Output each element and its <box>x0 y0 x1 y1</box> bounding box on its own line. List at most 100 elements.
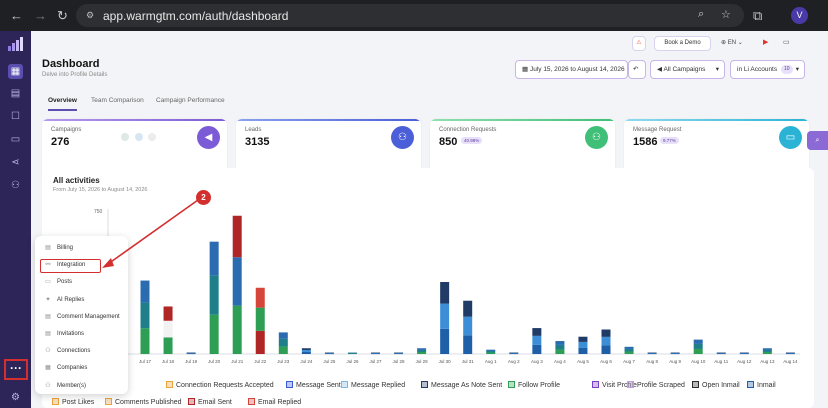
menu-item-member-s[interactable]: ⚇ Member(s) <box>35 379 128 394</box>
bar-segment[interactable] <box>624 346 634 349</box>
bar-segment[interactable] <box>301 348 311 350</box>
bar-segment[interactable] <box>578 336 588 342</box>
bar-segment[interactable] <box>693 348 703 354</box>
leads-icon[interactable]: ☐ <box>11 111 20 122</box>
bar-segment[interactable] <box>624 351 634 354</box>
menu-item-connections[interactable]: ⚇ Connections <box>35 344 128 359</box>
menu-item-companies[interactable]: ▦ Companies <box>35 361 128 376</box>
language-selector[interactable]: ⊕ EN ⌄ <box>721 40 743 46</box>
team-icon[interactable]: ⚇ <box>11 180 20 191</box>
bar-segment[interactable] <box>486 352 496 354</box>
bar-segment[interactable] <box>509 352 519 354</box>
extensions-icon[interactable]: ⧉ <box>753 8 763 23</box>
back-icon[interactable]: ← <box>10 8 23 23</box>
bar-segment[interactable] <box>232 305 242 354</box>
bar-segment[interactable] <box>693 339 703 344</box>
bar-segment[interactable] <box>532 335 542 345</box>
bookmark-star-icon[interactable]: ☆ <box>721 9 731 21</box>
bar-segment[interactable] <box>209 275 219 315</box>
bar-segment[interactable] <box>301 351 311 354</box>
bar-segment[interactable] <box>693 343 703 349</box>
bar-segment[interactable] <box>647 352 657 354</box>
settings-icon[interactable]: ⚙ <box>11 392 20 403</box>
tab-overview[interactable]: Overview <box>48 97 77 111</box>
bar-segment[interactable] <box>278 332 288 339</box>
bar-segment[interactable] <box>324 352 334 354</box>
bar-segment[interactable] <box>347 353 357 355</box>
dashboard-icon[interactable]: ▦ <box>8 64 23 79</box>
bar-segment[interactable] <box>140 302 150 329</box>
bar-segment[interactable] <box>486 349 496 351</box>
bar-segment[interactable] <box>578 341 588 348</box>
bar-segment[interactable] <box>555 341 565 345</box>
bar-segment[interactable] <box>601 329 611 337</box>
legend-item[interactable]: Email Sent <box>188 398 232 406</box>
bar-segment[interactable] <box>394 352 404 354</box>
bar-segment[interactable] <box>532 344 542 354</box>
bar-segment[interactable] <box>232 215 242 258</box>
bar-segment[interactable] <box>785 353 795 355</box>
inbox-icon[interactable]: ▭ <box>10 134 21 145</box>
bar-segment[interactable] <box>555 349 565 354</box>
menu-item-posts[interactable]: ▭ Posts <box>35 275 128 290</box>
bar-segment[interactable] <box>371 352 380 354</box>
bar-segment[interactable] <box>186 352 196 354</box>
legend-item[interactable]: Visit Profile <box>592 381 637 389</box>
bar-segment[interactable] <box>785 352 795 354</box>
legend-item[interactable]: Comments Published <box>105 398 182 406</box>
legend-item[interactable]: Open Inmail <box>692 381 740 389</box>
bar-segment[interactable] <box>371 353 380 355</box>
forward-icon[interactable]: → <box>34 8 47 23</box>
url-text[interactable]: app.warmgtm.com/auth/dashboard <box>103 9 289 23</box>
bar-segment[interactable] <box>762 349 772 352</box>
bar-segment[interactable] <box>486 350 496 353</box>
bar-segment[interactable] <box>186 353 196 355</box>
reload-icon[interactable]: ↻ <box>57 8 68 23</box>
campaigns-icon[interactable]: ▤ <box>10 88 21 99</box>
bar-segment[interactable] <box>509 352 519 354</box>
bar-segment[interactable] <box>716 352 726 354</box>
bar-segment[interactable] <box>394 352 404 354</box>
alert-icon[interactable]: ⚠ <box>632 36 646 51</box>
bar-segment[interactable] <box>463 300 473 317</box>
profile-avatar[interactable]: V <box>791 7 808 24</box>
menu-item-comment-management[interactable]: ▤ Comment Management <box>35 310 128 325</box>
bar-segment[interactable] <box>324 353 334 355</box>
bar-segment[interactable] <box>716 353 726 355</box>
legend-item[interactable]: Message Replied <box>341 381 405 389</box>
bar-segment[interactable] <box>324 352 334 354</box>
bar-segment[interactable] <box>670 352 680 354</box>
bar-segment[interactable] <box>209 241 219 276</box>
bar-segment[interactable] <box>440 282 450 304</box>
bar-segment[interactable] <box>647 353 657 355</box>
bar-segment[interactable] <box>532 328 542 336</box>
legend-item[interactable]: Follow Profile <box>508 381 560 389</box>
bar-segment[interactable] <box>394 353 404 355</box>
bar-segment[interactable] <box>186 352 196 354</box>
bar-segment[interactable] <box>417 348 427 350</box>
youtube-icon[interactable]: ▶ <box>763 39 769 46</box>
date-range-picker[interactable]: ▦ July 15, 2026 to August 14, 2026 <box>515 60 628 79</box>
bar-segment[interactable] <box>417 349 427 352</box>
bar-segment[interactable] <box>762 351 772 354</box>
legend-item[interactable]: Profile Scraped <box>627 381 685 389</box>
legend-item[interactable]: Message As Note Sent <box>421 381 502 389</box>
accounts-dropdown[interactable]: in Li Accounts 10 ▾ <box>730 60 805 79</box>
menu-item-ai-replies[interactable]: ✦ AI Replies <box>35 293 128 308</box>
bar-segment[interactable] <box>739 352 749 354</box>
bar-segment[interactable] <box>578 347 588 354</box>
bar-segment[interactable] <box>463 316 473 336</box>
bar-segment[interactable] <box>140 280 150 303</box>
bar-segment[interactable] <box>255 307 265 331</box>
bar-segment[interactable] <box>785 352 795 354</box>
menu-item-billing[interactable]: ▤ Billing <box>35 241 128 256</box>
bar-segment[interactable] <box>762 348 772 350</box>
bar-segment[interactable] <box>463 335 473 354</box>
date-reset-button[interactable]: ↶ <box>628 60 646 79</box>
bar-segment[interactable] <box>232 257 242 306</box>
legend-item[interactable]: Email Replied <box>248 398 301 406</box>
legend-item[interactable]: Inmail <box>747 381 776 389</box>
bar-segment[interactable] <box>440 328 450 354</box>
bar-segment[interactable] <box>670 352 680 354</box>
bar-segment[interactable] <box>555 344 565 350</box>
